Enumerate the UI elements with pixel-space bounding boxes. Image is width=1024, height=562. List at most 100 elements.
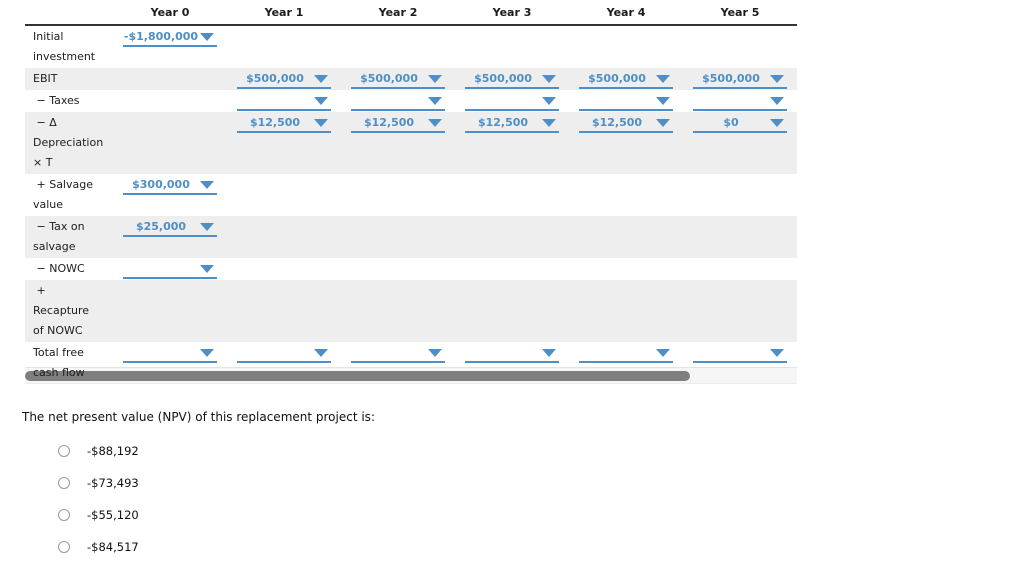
value-dropdown-row3-year5[interactable]: $0 — [693, 115, 787, 133]
row-label: Total free cash flow — [33, 346, 85, 379]
dropdown-value: $500,000 — [246, 72, 304, 85]
value-dropdown-row8-year3[interactable] — [465, 345, 559, 363]
year-cell: $12,500 — [341, 113, 455, 133]
year-cell: $300,000 — [113, 175, 227, 195]
option-label: -$84,517 — [87, 540, 139, 554]
chevron-down-icon — [542, 97, 556, 105]
npv-option-0[interactable]: -$88,192 — [58, 444, 139, 458]
year-cell — [113, 259, 227, 279]
chevron-down-icon — [428, 349, 442, 357]
year-cell: $0 — [683, 113, 797, 133]
value-dropdown-row6-year0[interactable] — [123, 261, 217, 279]
year-cell — [683, 91, 797, 111]
dropdown-value: $300,000 — [132, 178, 190, 191]
table-row: − Taxes — [25, 90, 797, 112]
option-label: -$55,120 — [87, 508, 139, 522]
chevron-down-icon — [428, 97, 442, 105]
value-dropdown-row1-year4[interactable]: $500,000 — [579, 71, 673, 89]
npv-option-3[interactable]: -$84,517 — [58, 540, 139, 554]
value-dropdown-row5-year0[interactable]: $25,000 — [123, 219, 217, 237]
scrollbar-thumb[interactable] — [25, 371, 690, 381]
dropdown-value: $500,000 — [360, 72, 418, 85]
dropdown-value: -$1,800,000 — [123, 30, 199, 43]
chevron-down-icon — [428, 119, 442, 127]
table-row: EBIT $500,000 $500,000 $500,000 $500,000 $500… — [25, 68, 797, 90]
dropdown-value: $500,000 — [588, 72, 646, 85]
table-body: Initial investment -$1,800,000 EBIT $500,00… — [25, 26, 797, 384]
value-dropdown-row4-year0[interactable]: $300,000 — [123, 177, 217, 195]
value-dropdown-row3-year2[interactable]: $12,500 — [351, 115, 445, 133]
chevron-down-icon — [200, 223, 214, 231]
chevron-down-icon — [314, 75, 328, 83]
header-year-2: Year 2 — [378, 5, 418, 19]
chevron-down-icon — [200, 33, 214, 41]
chevron-down-icon — [770, 97, 784, 105]
option-label: -$73,493 — [87, 476, 139, 490]
dropdown-value: $500,000 — [474, 72, 532, 85]
year-cell — [683, 343, 797, 363]
row-label: EBIT — [33, 72, 58, 85]
dropdown-value: $12,500 — [591, 116, 643, 129]
horizontal-scrollbar[interactable] — [25, 367, 797, 384]
option-label: -$88,192 — [87, 444, 139, 458]
value-dropdown-row1-year2[interactable]: $500,000 — [351, 71, 445, 89]
value-dropdown-row2-year4[interactable] — [579, 93, 673, 111]
year-cell — [341, 343, 455, 363]
year-cell: $500,000 — [227, 69, 341, 89]
value-dropdown-row3-year1[interactable]: $12,500 — [237, 115, 331, 133]
value-dropdown-row8-year4[interactable] — [579, 345, 673, 363]
row-label: − Taxes — [33, 94, 80, 107]
dropdown-value: $25,000 — [135, 220, 187, 233]
radio-button[interactable] — [58, 541, 70, 553]
row-label: Initial investment — [33, 30, 96, 63]
dropdown-value: $12,500 — [249, 116, 301, 129]
year-cell: $12,500 — [455, 113, 569, 133]
value-dropdown-row2-year5[interactable] — [693, 93, 787, 111]
header-year-4: Year 4 — [606, 5, 646, 19]
chevron-down-icon — [314, 349, 328, 357]
header-year-5: Year 5 — [720, 5, 760, 19]
chevron-down-icon — [542, 119, 556, 127]
radio-button[interactable] — [58, 509, 70, 521]
table-row: Total free cash flow — [25, 342, 797, 384]
chevron-down-icon — [200, 181, 214, 189]
header-year-0: Year 0 — [150, 5, 190, 19]
value-dropdown-row1-year3[interactable]: $500,000 — [465, 71, 559, 89]
npv-option-1[interactable]: -$73,493 — [58, 476, 139, 490]
dropdown-value: $12,500 — [477, 116, 529, 129]
cash-flow-table: Year 0 Year 1 Year 2 Year 3 Year 4 Year … — [25, 0, 797, 384]
npv-option-2[interactable]: -$55,120 — [58, 508, 139, 522]
row-label: − NOWC — [33, 262, 85, 275]
year-cell — [569, 343, 683, 363]
year-cell — [455, 343, 569, 363]
table-row: − Δ Depreciation × T $12,500 $12,500 $12,50… — [25, 112, 797, 174]
year-cell: $500,000 — [683, 69, 797, 89]
value-dropdown-row1-year5[interactable]: $500,000 — [693, 71, 787, 89]
table-header: Year 0 Year 1 Year 2 Year 3 Year 4 Year … — [25, 0, 797, 26]
value-dropdown-row8-year1[interactable] — [237, 345, 331, 363]
year-cell — [227, 343, 341, 363]
chevron-down-icon — [542, 75, 556, 83]
value-dropdown-row2-year3[interactable] — [465, 93, 559, 111]
table-row: − Tax on salvage $25,000 — [25, 216, 797, 258]
year-cell: $25,000 — [113, 217, 227, 237]
row-label: + Recapture of NOWC — [33, 284, 90, 337]
chevron-down-icon — [428, 75, 442, 83]
value-dropdown-row3-year4[interactable]: $12,500 — [579, 115, 673, 133]
value-dropdown-row8-year2[interactable] — [351, 345, 445, 363]
dropdown-value: $500,000 — [702, 72, 760, 85]
radio-button[interactable] — [58, 477, 70, 489]
value-dropdown-row8-year5[interactable] — [693, 345, 787, 363]
chevron-down-icon — [314, 97, 328, 105]
value-dropdown-row3-year3[interactable]: $12,500 — [465, 115, 559, 133]
header-year-1: Year 1 — [264, 5, 304, 19]
chevron-down-icon — [770, 75, 784, 83]
value-dropdown-row1-year1[interactable]: $500,000 — [237, 71, 331, 89]
value-dropdown-row2-year1[interactable] — [237, 93, 331, 111]
value-dropdown-row8-year0[interactable] — [123, 345, 217, 363]
radio-button[interactable] — [58, 445, 70, 457]
dropdown-value: $12,500 — [363, 116, 415, 129]
year-cell — [113, 343, 227, 363]
value-dropdown-row0-year0[interactable]: -$1,800,000 — [123, 29, 217, 47]
value-dropdown-row2-year2[interactable] — [351, 93, 445, 111]
